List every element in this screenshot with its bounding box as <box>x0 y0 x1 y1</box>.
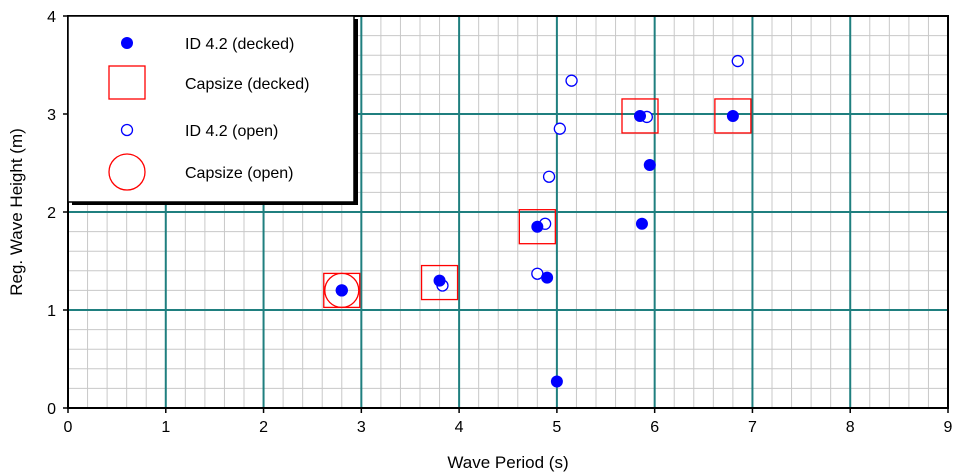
data-point-capsize-decked <box>420 264 459 301</box>
data-point-capsize-open <box>324 272 360 309</box>
x-axis-label: Wave Period (s) <box>447 453 568 472</box>
x-tick-label: 9 <box>944 419 953 436</box>
data-point-id42-open <box>542 170 556 183</box>
legend-box <box>67 15 355 203</box>
data-point-id42-decked <box>643 158 656 171</box>
data-point-id42-decked <box>335 284 348 297</box>
legend-label-id42-open: ID 4.2 (open) <box>185 123 278 140</box>
data-point-id42-decked <box>726 109 739 122</box>
x-tick-label: 4 <box>455 419 464 436</box>
data-point-id42-open <box>731 54 744 68</box>
data-point-capsize-decked <box>518 209 556 245</box>
x-tick-label: 2 <box>259 419 268 436</box>
x-tick-label: 6 <box>650 419 659 436</box>
data-point-id42-decked <box>635 217 648 230</box>
x-tick-label: 5 <box>552 419 561 436</box>
data-point-id42-decked <box>531 220 544 233</box>
x-tick-label: 8 <box>846 419 855 436</box>
legend-marker-capsize-decked <box>108 65 146 100</box>
x-tick-label: 0 <box>64 419 73 436</box>
data-point-id42-decked <box>634 109 646 122</box>
legend-label-capsize-decked: Capsize (decked) <box>185 76 310 93</box>
legend: ID 4.2 (decked) Capsize (decked) ID 4.2 … <box>67 15 358 205</box>
legend-marker-id42-open <box>120 123 134 137</box>
legend-marker-id42-decked <box>121 37 133 49</box>
legend-marker-capsize-open <box>108 153 146 191</box>
x-tick-label: 7 <box>748 419 757 436</box>
data-point-id42-open <box>565 74 578 87</box>
data-point-id42-decked <box>433 274 446 287</box>
data-point-capsize-decked <box>714 98 752 134</box>
y-tick-label: 1 <box>47 303 56 320</box>
data-point-id42-open <box>553 122 566 135</box>
x-tick-label: 1 <box>161 419 170 436</box>
legend-label-capsize-open: Capsize (open) <box>185 165 294 182</box>
data-point-id42-decked <box>550 375 563 388</box>
y-tick-label: 2 <box>47 205 56 222</box>
y-tick-label: 4 <box>47 9 56 26</box>
y-axis-label: Reg. Wave Height (m) <box>7 128 26 296</box>
legend-label-id42-decked: ID 4.2 (decked) <box>185 36 294 53</box>
y-tick-label: 3 <box>47 107 56 124</box>
data-marks <box>323 54 752 388</box>
data-point-id42-decked <box>541 271 554 284</box>
data-point-capsize-decked <box>621 98 659 134</box>
y-axis-ticks: 0 1 2 3 4 <box>47 9 68 418</box>
x-axis-ticks: 0 1 2 3 4 5 6 7 8 9 <box>64 408 953 436</box>
x-tick-label: 3 <box>357 419 366 436</box>
y-tick-label: 0 <box>47 401 56 418</box>
